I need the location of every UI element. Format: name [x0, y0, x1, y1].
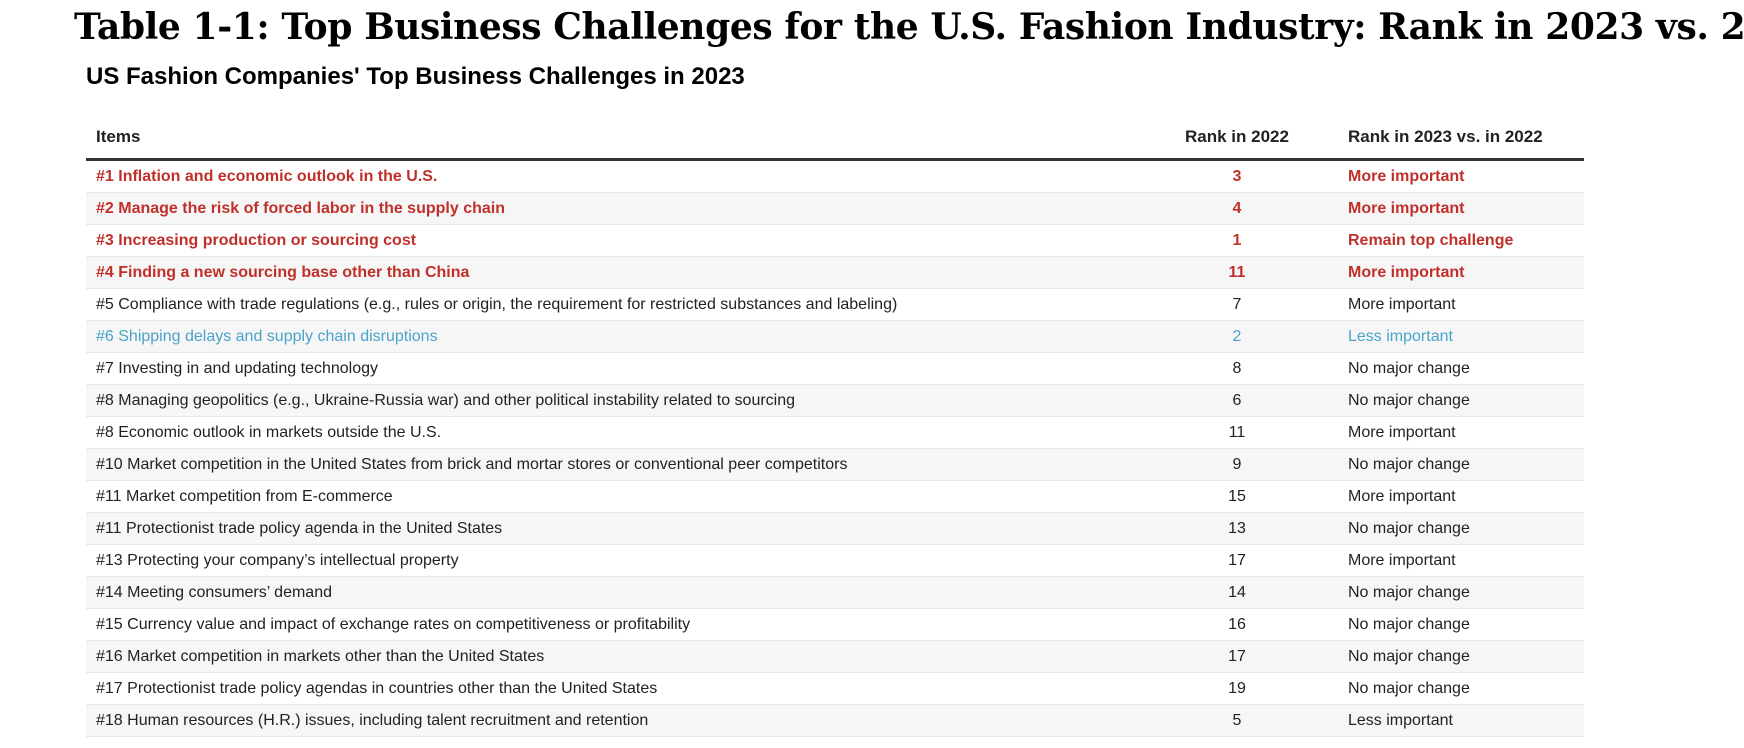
table-row: #11 Protectionist trade policy agenda in…	[86, 513, 1584, 545]
challenge-item-cell: #5 Compliance with trade regulations (e.…	[96, 296, 898, 313]
rank-2022-cell: 8	[1232, 360, 1242, 377]
rank-2022-cell: 16	[1228, 616, 1246, 633]
rank-2022-cell: 17	[1228, 648, 1246, 665]
challenge-item-cell: #18 Human resources (H.R.) issues, inclu…	[96, 712, 649, 729]
challenge-item-cell: #14 Meeting consumers’ demand	[96, 584, 332, 601]
rank-change-cell: More important	[1348, 296, 1456, 313]
column-header-rank-2022: Rank in 2022	[1185, 127, 1289, 146]
page-title: Table 1-1: Top Business Challenges for t…	[74, 6, 1744, 48]
rank-2022-cell: 9	[1232, 456, 1242, 473]
table-row: #7 Investing in and updating technology 8…	[86, 353, 1584, 385]
table-row: #3 Increasing production or sourcing cos…	[86, 225, 1584, 257]
rank-change-cell: Remain top challenge	[1348, 232, 1514, 249]
rank-change-cell: Less important	[1348, 712, 1453, 729]
rank-change-cell: More important	[1348, 488, 1456, 505]
rank-2022-cell: 7	[1232, 296, 1242, 313]
rank-change-cell: No major change	[1348, 680, 1470, 697]
rank-2022-cell: 11	[1228, 424, 1246, 441]
rank-2022-cell: 1	[1232, 232, 1242, 249]
challenge-item-cell: #6 Shipping delays and supply chain disr…	[96, 328, 438, 345]
column-header-items: Items	[96, 127, 141, 146]
challenge-item-cell: #3 Increasing production or sourcing cos…	[96, 232, 417, 249]
rank-change-cell: More important	[1348, 264, 1465, 281]
rank-2022-cell: 13	[1228, 520, 1246, 537]
rank-2022-cell: 15	[1228, 488, 1246, 505]
rank-change-cell: No major change	[1348, 648, 1470, 665]
table-row: #13 Protecting your company’s intellectu…	[86, 545, 1584, 577]
table-row: #18 Human resources (H.R.) issues, inclu…	[86, 705, 1584, 737]
table-header: Items Rank in 2022 Rank in 2023 vs. in 2…	[86, 118, 1584, 161]
table-row: #1 Inflation and economic outlook in the…	[86, 161, 1584, 193]
table-subtitle: US Fashion Companies' Top Business Chall…	[86, 63, 745, 90]
table-body: #1 Inflation and economic outlook in the…	[86, 161, 1584, 737]
table-row: #15 Currency value and impact of exchang…	[86, 609, 1584, 641]
rank-2022-cell: 4	[1232, 200, 1242, 217]
table-row: #16 Market competition in markets other …	[86, 641, 1584, 673]
challenge-item-cell: #11 Protectionist trade policy agenda in…	[96, 520, 503, 537]
table-row: #5 Compliance with trade regulations (e.…	[86, 289, 1584, 321]
table-row: #6 Shipping delays and supply chain disr…	[86, 321, 1584, 353]
rank-2022-cell: 11	[1228, 264, 1246, 281]
table-row: #14 Meeting consumers’ demand 14 No major …	[86, 577, 1584, 609]
table-row: #2 Manage the risk of forced labor in th…	[86, 193, 1584, 225]
rank-change-cell: No major change	[1348, 520, 1470, 537]
column-header-rank-comparison: Rank in 2023 vs. in 2022	[1348, 127, 1543, 146]
rank-change-cell: No major change	[1348, 616, 1470, 633]
table-row: #8 Managing geopolitics (e.g., Ukraine-R…	[86, 385, 1584, 417]
rank-change-cell: More important	[1348, 552, 1456, 569]
challenge-item-cell: #7 Investing in and updating technology	[96, 360, 378, 377]
table-row: #8 Economic outlook in markets outside t…	[86, 417, 1584, 449]
rank-change-cell: No major change	[1348, 584, 1470, 601]
rank-2022-cell: 14	[1228, 584, 1246, 601]
challenge-item-cell: #2 Manage the risk of forced labor in th…	[96, 200, 505, 217]
challenge-item-cell: #15 Currency value and impact of exchang…	[96, 616, 691, 633]
rank-2022-cell: 17	[1228, 552, 1246, 569]
rank-change-cell: No major change	[1348, 392, 1470, 409]
rank-change-cell: Less important	[1348, 328, 1453, 345]
challenge-item-cell: #11 Market competition from E-commerce	[96, 488, 393, 505]
rank-change-cell: No major change	[1348, 456, 1470, 473]
rank-2022-cell: 19	[1228, 680, 1246, 697]
challenge-item-cell: #17 Protectionist trade policy agendas i…	[96, 680, 658, 697]
challenge-item-cell: #10 Market competition in the United Sta…	[96, 456, 848, 473]
rank-change-cell: More important	[1348, 168, 1465, 185]
challenge-item-cell: #1 Inflation and economic outlook in the…	[96, 168, 438, 185]
table-row: #4 Finding a new sourcing base other tha…	[86, 257, 1584, 289]
challenge-item-cell: #8 Economic outlook in markets outside t…	[96, 424, 442, 441]
rank-change-cell: No major change	[1348, 360, 1470, 377]
rank-2022-cell: 2	[1232, 328, 1242, 345]
challenge-item-cell: #13 Protecting your company’s intellectu…	[96, 552, 459, 569]
table-row: #17 Protectionist trade policy agendas i…	[86, 673, 1584, 705]
table-row: #10 Market competition in the United Sta…	[86, 449, 1584, 481]
challenge-item-cell: #16 Market competition in markets other …	[96, 648, 545, 665]
challenge-item-cell: #8 Managing geopolitics (e.g., Ukraine-R…	[96, 392, 796, 409]
rank-change-cell: More important	[1348, 200, 1465, 217]
rank-change-cell: More important	[1348, 424, 1456, 441]
rank-2022-cell: 3	[1232, 168, 1242, 185]
table-row: #11 Market competition from E-commerce 15…	[86, 481, 1584, 513]
challenge-item-cell: #4 Finding a new sourcing base other tha…	[96, 264, 470, 281]
challenges-table: Items Rank in 2022 Rank in 2023 vs. in 2…	[86, 118, 1584, 737]
rank-2022-cell: 5	[1232, 712, 1242, 729]
rank-2022-cell: 6	[1232, 392, 1242, 409]
